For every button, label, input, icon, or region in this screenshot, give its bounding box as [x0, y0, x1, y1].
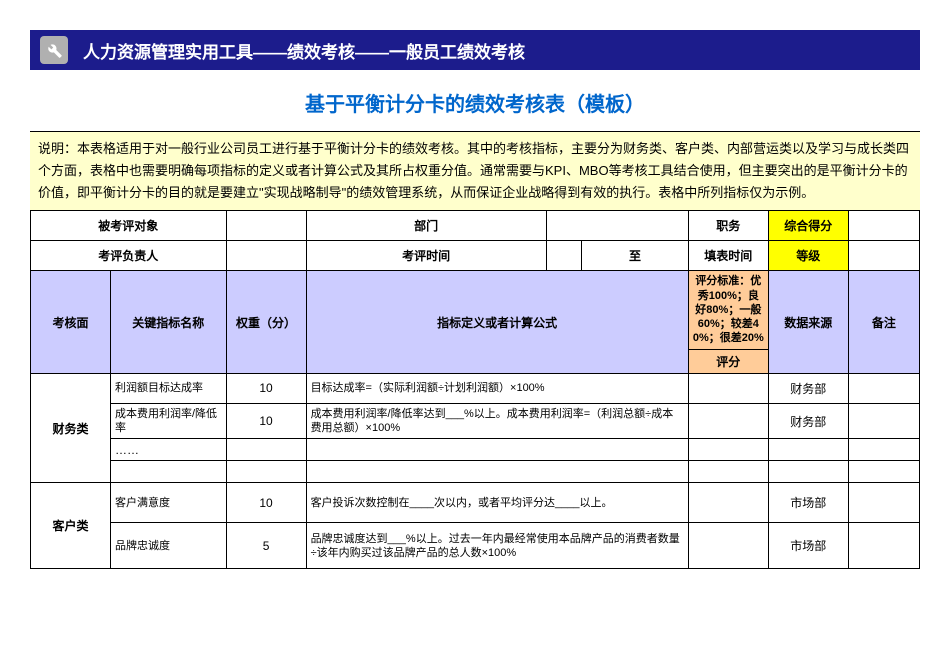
cell-score[interactable] [688, 483, 768, 523]
input-subject[interactable] [226, 211, 306, 241]
cell-source: 市场部 [768, 483, 848, 523]
input-grade[interactable] [848, 241, 919, 271]
cell-indicator: 利润额目标达成率 [111, 373, 227, 403]
table-row: …… [31, 439, 920, 461]
cell-source: 财务部 [768, 403, 848, 439]
table-row: 财务类 利润额目标达成率 10 目标达成率=（实际利润额÷计划利润额）×100%… [31, 373, 920, 403]
hdr-indicator: 关键指标名称 [111, 271, 227, 373]
cell-indicator: 品牌忠诚度 [111, 523, 227, 569]
form-table: 被考评对象 部门 职务 综合得分 考评负责人 考评时间 至 填表时间 等级 考核… [30, 210, 920, 569]
cell-remark[interactable] [848, 523, 919, 569]
cell-indicator: …… [111, 439, 227, 461]
cell-indicator: 客户满意度 [111, 483, 227, 523]
cell-definition: 目标达成率=（实际利润额÷计划利润额）×100% [306, 373, 688, 403]
cell-source: 市场部 [768, 523, 848, 569]
hdr-definition: 指标定义或者计算公式 [306, 271, 688, 373]
cell-remark[interactable] [848, 373, 919, 403]
cell-score[interactable] [688, 523, 768, 569]
label-review-time: 考评时间 [306, 241, 546, 271]
header-title: 人力资源管理实用工具——绩效考核——一般员工绩效考核 [83, 38, 525, 63]
cell-score[interactable] [688, 439, 768, 461]
cell-source[interactable] [768, 461, 848, 483]
label-fill-time: 填表时间 [688, 241, 768, 271]
info-row-1: 被考评对象 部门 职务 综合得分 [31, 211, 920, 241]
page-container: 人力资源管理实用工具——绩效考核——一般员工绩效考核 基于平衡计分卡的绩效考核表… [0, 0, 950, 569]
table-row [31, 461, 920, 483]
cell-score[interactable] [688, 461, 768, 483]
description-box: 说明：本表格适用于对一般行业公司员工进行基于平衡计分卡的绩效考核。其中的考核指标… [30, 131, 920, 210]
main-title: 基于平衡计分卡的绩效考核表（模板） [30, 88, 920, 117]
hdr-area: 考核面 [31, 271, 111, 373]
table-header-row: 考核面 关键指标名称 权重（分） 指标定义或者计算公式 评分标准：优秀100%；… [31, 271, 920, 349]
cell-weight[interactable] [226, 461, 306, 483]
label-subject: 被考评对象 [31, 211, 227, 241]
cell-remark[interactable] [848, 403, 919, 439]
cell-weight: 10 [226, 373, 306, 403]
input-total-score[interactable] [848, 211, 919, 241]
input-time-from[interactable] [546, 241, 582, 271]
cell-indicator[interactable] [111, 461, 227, 483]
cell-definition: 品牌忠诚度达到___%以上。过去一年内最经常使用本品牌产品的消费者数量÷该年内购… [306, 523, 688, 569]
label-reviewer: 考评负责人 [31, 241, 227, 271]
cell-weight: 5 [226, 523, 306, 569]
header-bar: 人力资源管理实用工具——绩效考核——一般员工绩效考核 [30, 30, 920, 70]
info-row-2: 考评负责人 考评时间 至 填表时间 等级 [31, 241, 920, 271]
cell-remark[interactable] [848, 483, 919, 523]
cell-remark[interactable] [848, 461, 919, 483]
input-dept[interactable] [546, 211, 688, 241]
table-row: 成本费用利润率/降低率 10 成本费用利润率/降低率达到___%以上。成本费用利… [31, 403, 920, 439]
cell-score[interactable] [688, 403, 768, 439]
cell-score[interactable] [688, 373, 768, 403]
label-total-score: 综合得分 [768, 211, 848, 241]
cell-definition: 客户投诉次数控制在____次以内，或者平均评分达____以上。 [306, 483, 688, 523]
cell-definition: 成本费用利润率/降低率达到___%以上。成本费用利润率=（利润总额÷成本费用总额… [306, 403, 688, 439]
cell-weight: 10 [226, 403, 306, 439]
cell-remark[interactable] [848, 439, 919, 461]
cell-definition[interactable] [306, 439, 688, 461]
cell-indicator: 成本费用利润率/降低率 [111, 403, 227, 439]
category-finance: 财务类 [31, 373, 111, 483]
hdr-remark: 备注 [848, 271, 919, 373]
table-row: 客户类 客户满意度 10 客户投诉次数控制在____次以内，或者平均评分达___… [31, 483, 920, 523]
category-customer: 客户类 [31, 483, 111, 569]
input-reviewer[interactable] [226, 241, 306, 271]
label-position: 职务 [688, 211, 768, 241]
cell-weight: 10 [226, 483, 306, 523]
hdr-standard: 评分标准：优秀100%；良好80%；一般60%；较差40%；很差20% [688, 271, 768, 349]
cell-definition[interactable] [306, 461, 688, 483]
hdr-weight: 权重（分） [226, 271, 306, 373]
hdr-source: 数据来源 [768, 271, 848, 373]
cell-source: 财务部 [768, 373, 848, 403]
label-to: 至 [582, 241, 689, 271]
label-dept: 部门 [306, 211, 546, 241]
label-grade: 等级 [768, 241, 848, 271]
table-row: 品牌忠诚度 5 品牌忠诚度达到___%以上。过去一年内最经常使用本品牌产品的消费… [31, 523, 920, 569]
cell-weight[interactable] [226, 439, 306, 461]
hdr-score: 评分 [688, 349, 768, 373]
cell-source[interactable] [768, 439, 848, 461]
wrench-icon [40, 36, 68, 64]
